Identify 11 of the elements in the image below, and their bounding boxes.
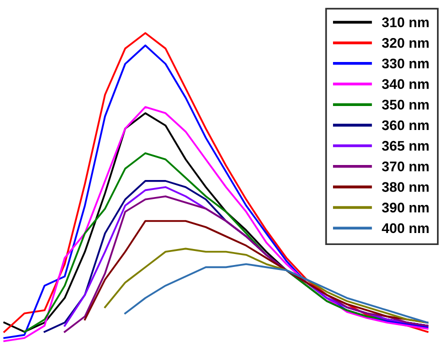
legend-label: 365 nm (382, 140, 429, 151)
legend-label: 320 nm (382, 38, 429, 48)
legend-label: 400 nm (382, 223, 429, 234)
legend-label: 330 nm (382, 58, 429, 68)
legend-label: 340 nm (382, 79, 429, 90)
legend-label: 370 nm (382, 162, 429, 172)
legend-label: 350 nm (382, 100, 429, 110)
legend-label: 310 nm (382, 17, 429, 28)
legend-label: 390 nm (382, 202, 429, 213)
legend-label: 380 nm (382, 182, 429, 192)
legend-label: 360 nm (382, 120, 429, 130)
